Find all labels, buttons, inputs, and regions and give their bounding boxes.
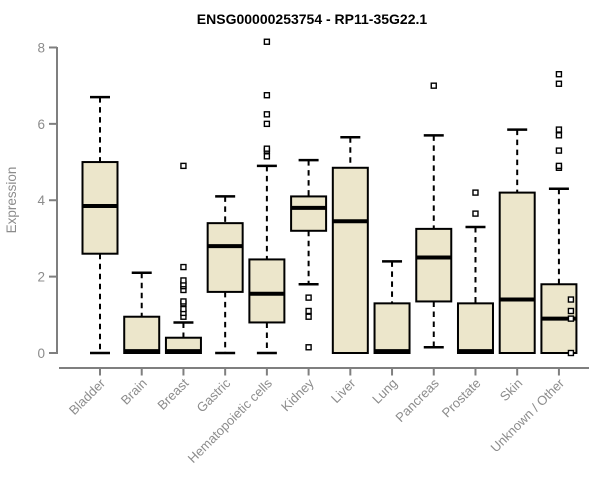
x-category-label: Gastric	[194, 375, 234, 415]
outlier-breast	[180, 162, 187, 170]
box-prostate	[456, 302, 494, 354]
y-axis-label: Expression	[4, 167, 19, 234]
x-category-label: Pancreas	[392, 375, 442, 425]
outlier-unknown-other	[555, 147, 563, 154]
outlier-kidney	[305, 313, 312, 320]
box-liver	[331, 166, 369, 354]
outlier-unknown-other	[555, 132, 563, 139]
box-skin	[498, 191, 536, 354]
outlier-breast	[180, 305, 187, 313]
outlier-unknown-other	[567, 349, 575, 357]
outlier-pancreas	[430, 82, 437, 89]
outlier-hematopoietic-cells	[263, 120, 271, 128]
outlier-hematopoietic-cells	[263, 153, 271, 160]
y-tick-label: 0	[37, 346, 45, 361]
x-category-label: Lung	[369, 376, 400, 407]
outlier-hematopoietic-cells	[263, 145, 271, 152]
outlier-breast	[180, 298, 187, 305]
outlier-hematopoietic-cells	[263, 111, 271, 118]
outlier-unknown-other	[555, 71, 563, 78]
outlier-hematopoietic-cells	[263, 38, 271, 45]
outlier-breast	[180, 277, 187, 284]
outlier-unknown-other	[555, 126, 563, 133]
box-brain	[123, 315, 161, 355]
outlier-unknown-other	[555, 80, 563, 87]
outlier-prostate	[472, 189, 479, 196]
box-lung	[373, 302, 411, 354]
y-tick-label: 4	[37, 193, 45, 208]
outlier-unknown-other	[567, 296, 575, 303]
outlier-prostate	[472, 210, 479, 217]
outlier-kidney	[305, 344, 312, 351]
y-tick-label: 8	[37, 40, 45, 55]
x-category-label: Liver	[328, 375, 359, 406]
outlier-unknown-other	[555, 162, 563, 170]
y-tick-label: 6	[37, 117, 45, 132]
outlier-hematopoietic-cells	[263, 92, 271, 99]
x-category-label: Prostate	[439, 376, 484, 421]
outlier-unknown-other	[567, 315, 575, 322]
box-gastric	[206, 222, 244, 293]
box-kidney	[290, 195, 328, 232]
outlier-kidney	[305, 294, 312, 301]
outlier-breast	[180, 263, 187, 271]
x-category-label: Breast	[154, 375, 191, 412]
x-category-label: Kidney	[278, 375, 317, 414]
x-category-label: Brain	[118, 376, 150, 408]
x-category-label: Bladder	[66, 375, 109, 418]
y-tick-label: 2	[37, 270, 45, 285]
box-pancreas	[415, 227, 453, 303]
x-category-label: Unknown / Other	[487, 375, 567, 455]
outlier-kidney	[305, 307, 312, 315]
box-hematopoietic-cells	[248, 258, 286, 324]
x-category-label: Skin	[497, 376, 525, 404]
outlier-unknown-other	[567, 307, 575, 315]
chart-title: ENSG00000253754 - RP11-35G22.1	[197, 11, 428, 27]
